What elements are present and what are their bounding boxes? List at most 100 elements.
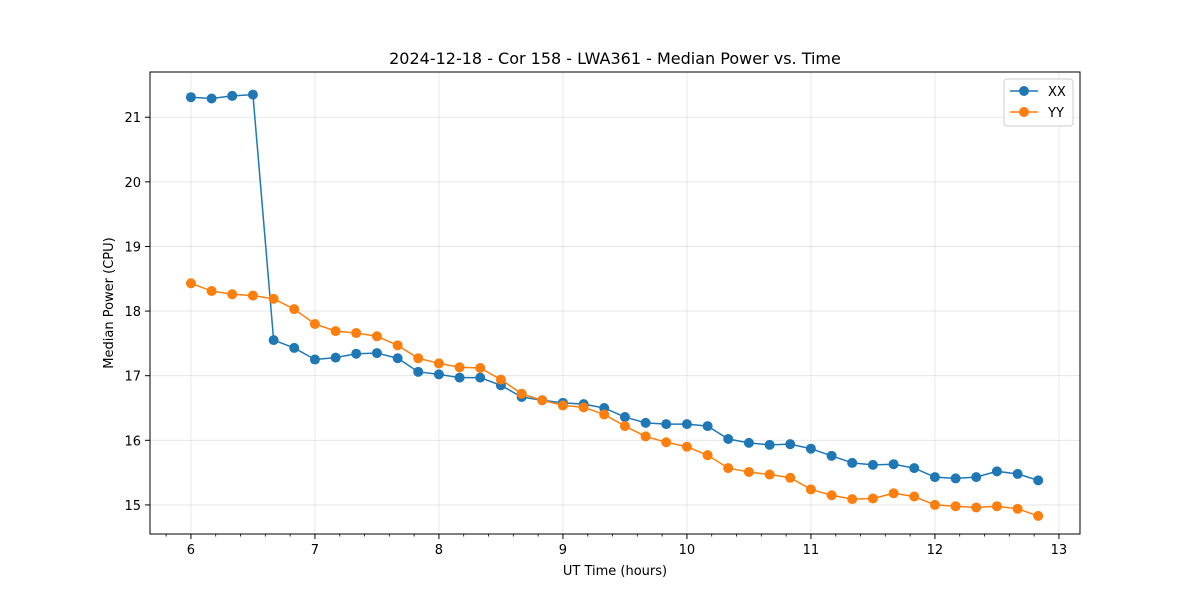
y-tick-label: 21: [124, 111, 141, 126]
series-xx-point: [681, 419, 692, 430]
x-tick-label: 8: [435, 543, 443, 558]
grid: [150, 72, 1080, 534]
series-xx-point: [847, 457, 858, 468]
legend-xx-marker: [1019, 86, 1029, 96]
series-xx-point: [413, 366, 424, 377]
x-tick-label: 12: [927, 543, 944, 558]
series-yy-point: [413, 353, 424, 364]
series-yy-point: [991, 501, 1002, 512]
series-xx-point: [1033, 475, 1044, 486]
series-yy-point: [599, 409, 610, 420]
series-xx-point: [475, 372, 486, 383]
series-xx-point: [619, 412, 630, 423]
series-yy-point: [289, 304, 300, 315]
series-xx-point: [351, 348, 362, 359]
series-yy-point: [619, 421, 630, 432]
series-yy-point: [227, 289, 238, 300]
series-yy-point: [495, 374, 506, 385]
series-yy-point: [702, 450, 713, 461]
legend-yy-label: YY: [1047, 106, 1064, 121]
y-tick-label: 15: [124, 499, 141, 514]
series-xx-point: [433, 369, 444, 380]
series-xx-point: [640, 417, 651, 428]
y-axis-label: Median Power (CPU): [102, 237, 117, 368]
series-xx-point: [743, 437, 754, 448]
series-yy-point: [392, 340, 403, 351]
y-tick-label: 17: [124, 370, 141, 385]
series-yy-point: [516, 388, 527, 399]
series-yy-point: [681, 441, 692, 452]
x-axis-label: UT Time (hours): [563, 564, 667, 579]
x-tick-label: 11: [803, 543, 820, 558]
series-yy-point: [247, 290, 258, 301]
legend-yy-marker: [1019, 107, 1029, 117]
plot-series: [185, 89, 1044, 521]
series-yy-point: [743, 466, 754, 477]
series-yy-point: [557, 400, 568, 411]
series-yy-point: [268, 293, 279, 304]
series-yy-point: [640, 431, 651, 442]
series-yy-point: [847, 494, 858, 505]
series-yy-point: [785, 472, 796, 483]
series-yy-point: [475, 362, 486, 373]
series-xx-point: [1012, 468, 1023, 479]
series-yy-point: [578, 402, 589, 413]
series-xx-point: [929, 472, 940, 483]
series-xx-point: [764, 439, 775, 450]
series-yy-point: [764, 469, 775, 480]
series-yy-point: [1012, 503, 1023, 514]
series-xx-point: [991, 466, 1002, 477]
series-xx-point: [289, 342, 300, 353]
series-xx-point: [888, 459, 899, 470]
series-xx-point: [268, 335, 279, 346]
series-yy-point: [1033, 510, 1044, 521]
x-tick-label: 13: [1051, 543, 1068, 558]
axis-ticks: 6 7 8 9 10 11 12 13 15 16 17 18 19 20 21: [124, 111, 1067, 558]
series-xx-point: [309, 354, 320, 365]
series-yy-point: [950, 501, 961, 512]
series-xx-point: [867, 459, 878, 470]
series-yy-point: [206, 286, 217, 297]
series-xx-point: [185, 92, 196, 103]
series-yy-point: [723, 463, 734, 474]
chart-title: 2024-12-18 - Cor 158 - LWA361 - Median P…: [389, 49, 841, 68]
series-xx: [185, 89, 1044, 486]
series-xx-point: [723, 434, 734, 445]
x-tick-label: 10: [679, 543, 696, 558]
x-tick-label: 7: [311, 543, 319, 558]
series-yy-point: [433, 358, 444, 369]
series-xx-point: [227, 90, 238, 101]
series-xx-point: [971, 472, 982, 483]
series-xx-point: [805, 443, 816, 454]
series-xx-point: [392, 353, 403, 364]
series-yy-point: [909, 491, 920, 502]
series-yy-point: [971, 502, 982, 513]
series-yy-point: [805, 484, 816, 495]
series-xx-point: [454, 372, 465, 383]
series-xx-point: [909, 463, 920, 474]
series-yy-point: [454, 362, 465, 373]
series-yy-point: [661, 437, 672, 448]
series-yy-point: [351, 328, 362, 339]
series-xx-point: [247, 89, 258, 100]
y-tick-label: 16: [124, 434, 141, 449]
series-yy-point: [929, 499, 940, 510]
series-yy-point: [888, 488, 899, 499]
series-yy-point: [867, 493, 878, 504]
series-xx-point: [950, 473, 961, 484]
series-xx-point: [206, 93, 217, 104]
legend: XX YY: [1003, 78, 1074, 127]
series-xx-point: [661, 419, 672, 430]
y-tick-label: 19: [124, 240, 141, 255]
series-xx-point: [702, 421, 713, 432]
series-xx-point: [371, 348, 382, 359]
series-yy-point: [330, 326, 341, 337]
series-xx-point: [826, 450, 837, 461]
x-tick-label: 6: [187, 543, 195, 558]
x-tick-label: 9: [559, 543, 567, 558]
series-yy-point: [185, 278, 196, 289]
y-tick-label: 20: [124, 176, 141, 191]
series-yy-point: [309, 319, 320, 329]
legend-xx-label: XX: [1048, 85, 1066, 100]
series-yy-point: [537, 395, 548, 406]
